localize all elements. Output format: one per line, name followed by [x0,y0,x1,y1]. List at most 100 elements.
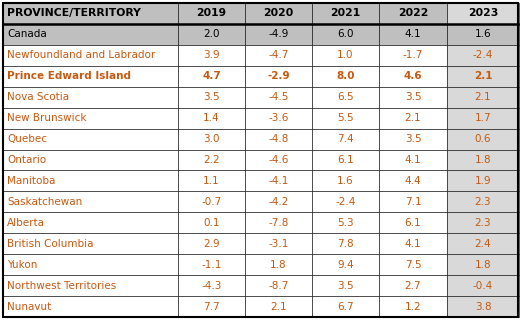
Text: 1.4: 1.4 [203,113,220,123]
Bar [245,233,312,254]
Bar [312,24,379,45]
Text: 0.1: 0.1 [203,218,220,228]
Bar [245,191,312,212]
Text: 3.8: 3.8 [475,301,491,312]
Text: 1.2: 1.2 [405,301,421,312]
Bar [178,3,245,24]
Text: -1.7: -1.7 [403,50,423,60]
Text: -4.9: -4.9 [268,29,289,39]
Text: 4.6: 4.6 [404,71,423,81]
Bar [3,129,178,149]
Bar [447,45,519,66]
Bar [312,45,379,66]
Text: 2.0: 2.0 [203,29,220,39]
Bar [312,66,379,87]
Bar [3,212,178,233]
Text: 2.9: 2.9 [203,239,220,249]
Text: 3.5: 3.5 [405,134,421,144]
Bar [312,296,379,317]
Text: 1.8: 1.8 [475,260,491,270]
Text: 3.0: 3.0 [203,134,220,144]
Text: 1.6: 1.6 [337,176,354,186]
Bar [178,296,245,317]
Bar [3,87,178,108]
Bar [312,171,379,191]
Text: 7.5: 7.5 [405,260,421,270]
Text: Prince Edward Island: Prince Edward Island [7,71,131,81]
Text: 7.8: 7.8 [337,239,354,249]
Text: -4.2: -4.2 [268,197,289,207]
Text: New Brunswick: New Brunswick [7,113,86,123]
Bar [312,3,379,24]
Text: -3.1: -3.1 [268,239,289,249]
Bar [3,45,178,66]
Text: 2.3: 2.3 [475,197,491,207]
Bar [379,24,447,45]
Text: 6.1: 6.1 [405,218,421,228]
Text: 2.4: 2.4 [475,239,491,249]
Bar [178,171,245,191]
Bar [178,275,245,296]
Text: -4.6: -4.6 [268,155,289,165]
Bar [312,191,379,212]
Bar [3,3,178,24]
Text: -3.6: -3.6 [268,113,289,123]
Text: 6.5: 6.5 [337,92,354,102]
Bar [245,212,312,233]
Bar [447,296,519,317]
Bar [245,129,312,149]
Bar [379,212,447,233]
Bar [379,45,447,66]
Bar [447,108,519,129]
Text: 3.5: 3.5 [405,92,421,102]
Bar [3,149,178,171]
Bar [178,45,245,66]
Bar [245,275,312,296]
Text: 1.9: 1.9 [475,176,491,186]
Bar [178,24,245,45]
Bar [312,108,379,129]
Text: -1.1: -1.1 [201,260,222,270]
Bar [3,191,178,212]
Bar [312,87,379,108]
Bar [178,191,245,212]
Bar [379,275,447,296]
Text: 4.1: 4.1 [405,155,421,165]
Text: 6.7: 6.7 [337,301,354,312]
Bar [379,233,447,254]
Text: 1.8: 1.8 [270,260,287,270]
Text: Canada: Canada [7,29,47,39]
Text: 2.1: 2.1 [474,71,492,81]
Bar [178,254,245,275]
Bar [245,149,312,171]
Text: Newfoundland and Labrador: Newfoundland and Labrador [7,50,155,60]
Bar [379,66,447,87]
Text: 5.5: 5.5 [337,113,354,123]
Bar [379,254,447,275]
Bar [379,3,447,24]
Bar [447,191,519,212]
Text: 4.7: 4.7 [202,71,221,81]
Text: 1.0: 1.0 [337,50,354,60]
Bar [312,212,379,233]
Text: -4.7: -4.7 [268,50,289,60]
Bar [447,66,519,87]
Bar [3,233,178,254]
Bar [379,296,447,317]
Text: Nunavut: Nunavut [7,301,51,312]
Bar [245,3,312,24]
Text: 0.6: 0.6 [475,134,491,144]
Bar [312,275,379,296]
Text: 3.9: 3.9 [203,50,220,60]
Bar [379,171,447,191]
Text: 2019: 2019 [196,8,227,19]
Text: 2.7: 2.7 [405,281,421,291]
Bar [379,129,447,149]
Text: 2.1: 2.1 [405,113,421,123]
Text: 7.4: 7.4 [337,134,354,144]
Text: -0.7: -0.7 [202,197,221,207]
Bar [312,233,379,254]
Text: 6.1: 6.1 [337,155,354,165]
Text: -4.1: -4.1 [268,176,289,186]
Bar [3,254,178,275]
